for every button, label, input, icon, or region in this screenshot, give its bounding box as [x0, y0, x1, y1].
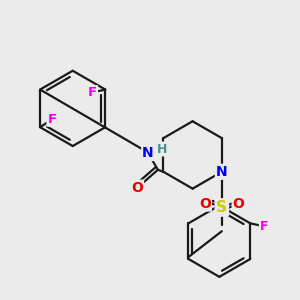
- Text: S: S: [216, 200, 227, 215]
- Text: O: O: [199, 196, 211, 211]
- Text: F: F: [260, 220, 268, 233]
- Text: F: F: [88, 86, 97, 99]
- Text: N: N: [142, 146, 154, 160]
- Text: O: O: [233, 196, 244, 211]
- Text: H: H: [157, 142, 167, 155]
- Text: N: N: [216, 165, 228, 179]
- Text: F: F: [47, 113, 57, 126]
- Text: O: O: [131, 181, 143, 195]
